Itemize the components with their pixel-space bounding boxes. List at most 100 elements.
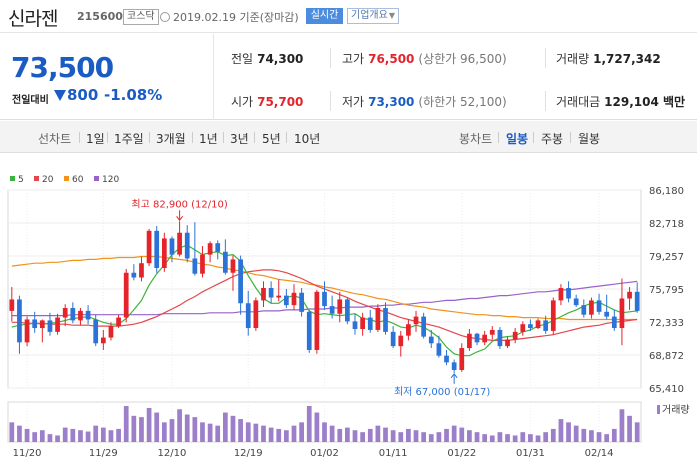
y-tick-label: 82,718 [649,219,684,230]
volume-bar [9,422,15,442]
candle-body [47,320,53,332]
stat-volume: 거래량 1,727,342 [556,52,661,66]
candle-body [154,230,160,268]
candle-body [139,263,144,278]
y-tick-label: 75,795 [649,285,684,296]
candle-body [634,291,640,311]
volume-bar [383,427,388,442]
volume-bar [543,432,549,442]
volume-bar [352,430,358,442]
tab-10y[interactable]: 10년 [294,132,321,146]
high-annotation: 최고 82,900 (12/10) [131,198,227,210]
candle-body [550,300,556,331]
stock-name: 신라젠 [8,8,58,30]
volume-bar [70,428,76,442]
x-tick-label: 11/29 [89,448,118,459]
candle-body [604,311,610,317]
stock-candlestick-chart[interactable]: 86,180 82,718 79,257 75,795 72,333 68,872 65,4… [0,170,697,466]
candle-body [482,334,488,343]
candle-body [261,287,266,301]
stat-open: 시가 75,700 [231,95,304,109]
candle-body [627,291,632,299]
candle-body [367,317,373,330]
volume-bar [253,423,259,442]
legend-swatch [34,176,39,181]
candle-body [535,320,541,329]
legend-swatch [10,176,15,181]
volume-bar [93,425,99,442]
price-summary: 73,500 전일대비 800 -1.08% [0,34,214,120]
realtime-button[interactable]: 실시간 [306,8,343,24]
tab-3m[interactable]: 3개월 [156,132,186,146]
volume-bar [184,414,190,442]
x-tick-label: 01/31 [516,448,545,459]
candle-body [329,306,335,314]
candle-body [505,339,510,347]
volume-bar [306,406,312,442]
candle-body [573,298,579,306]
volume-bar [360,432,365,442]
candle-body [161,238,167,268]
volume-bar [314,412,320,442]
tab-3y[interactable]: 3년 [230,132,249,146]
tab-5y[interactable]: 5년 [262,132,281,146]
volume-bar [489,435,495,442]
candle-body [543,320,549,331]
volume-bar [398,432,404,442]
candle-body [520,324,526,332]
volume-bar [131,415,137,442]
candle-body [497,329,503,347]
tab-1y[interactable]: 1년 [199,132,218,146]
candle-body [200,254,205,274]
company-overview-button[interactable]: 기업개요 ▼ [347,8,399,24]
current-price: 73,500 [11,51,114,84]
candle-body [421,316,427,337]
volume-bar [566,422,571,442]
tab-1d[interactable]: 1일 [86,132,105,146]
candle-body [619,298,625,329]
volume-bar [276,428,282,442]
volume-bar [390,430,396,442]
x-tick-label: 11/20 [13,448,42,459]
tab-weekly[interactable]: 주봉 [541,132,564,146]
candle-body [314,291,320,350]
volume-bar [177,409,182,442]
tab-daily[interactable]: 일봉 [506,132,529,146]
candle-chart-label: 봉차트 [459,132,493,146]
volume-label: 거래량 [662,404,690,416]
tab-1w[interactable]: 1주일 [114,132,144,146]
legend-label: 5 [18,175,24,185]
candle-body [62,308,68,318]
stock-code: 215600 [77,10,123,23]
volume-bar [573,425,579,442]
change-percent: -1.08% [104,86,163,104]
volume-bar [85,431,91,442]
tab-monthly[interactable]: 월봉 [578,132,601,146]
volume-bar [329,425,335,442]
volume-bar [596,432,602,442]
chart-period-tabs: 선차트 1일 1주일 3개월 1년 3년 5년 10년 봉차트 일봉 주봉 월봉 [0,121,697,153]
candle-body [238,259,243,304]
volume-bar [367,428,373,442]
candle-body [93,319,99,344]
candle-body [24,319,30,343]
candle-body [108,326,114,338]
moving-average-line-ma5 [11,244,638,357]
volume-bar [47,434,53,442]
candle-body [489,329,495,335]
candle-body [131,272,137,278]
volume-bar [406,428,411,442]
price-panel: 73,500 전일대비 800 -1.08% 전일 74,300 고가 76,500… [0,34,697,120]
candle-body [215,243,221,252]
volume-bar [299,422,304,442]
candle-body [413,316,419,325]
volume-bar [192,417,198,442]
candle-body [276,295,282,298]
volume-bar [169,419,175,442]
volume-bar [436,432,442,442]
x-tick-label: 02/14 [585,448,614,459]
volume-bar [146,407,152,442]
legend-label: 120 [102,175,119,185]
candle-body [230,259,236,273]
y-tick-label: 86,180 [649,186,684,197]
